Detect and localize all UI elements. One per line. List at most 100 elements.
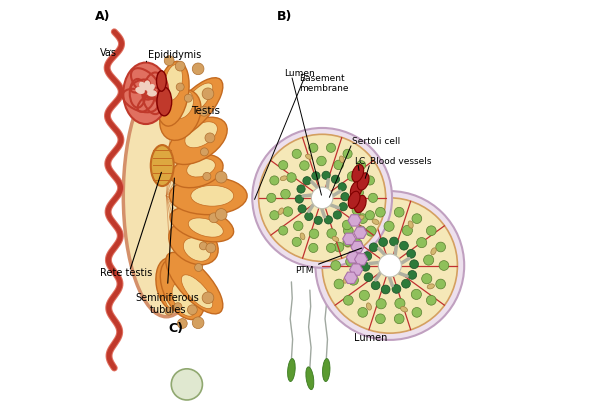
- Circle shape: [332, 176, 340, 184]
- Circle shape: [389, 238, 398, 246]
- Ellipse shape: [181, 275, 213, 309]
- Circle shape: [379, 238, 388, 247]
- Text: Blood vessels: Blood vessels: [370, 157, 431, 166]
- Circle shape: [270, 176, 279, 186]
- Ellipse shape: [357, 216, 364, 220]
- Ellipse shape: [124, 76, 209, 317]
- Circle shape: [338, 183, 346, 191]
- Circle shape: [203, 173, 211, 181]
- Circle shape: [356, 227, 366, 236]
- Circle shape: [363, 252, 372, 261]
- Text: Sertoli cell: Sertoli cell: [352, 137, 400, 146]
- Circle shape: [364, 273, 373, 282]
- Ellipse shape: [348, 192, 360, 209]
- Text: C): C): [168, 321, 183, 334]
- Circle shape: [334, 161, 343, 170]
- Circle shape: [348, 172, 357, 182]
- Text: Lumen: Lumen: [284, 69, 315, 78]
- Text: Rete testis: Rete testis: [99, 267, 152, 277]
- Circle shape: [412, 308, 422, 317]
- Circle shape: [356, 161, 366, 170]
- Circle shape: [311, 188, 333, 209]
- Circle shape: [176, 84, 184, 92]
- Circle shape: [199, 107, 209, 117]
- Ellipse shape: [306, 367, 314, 390]
- Circle shape: [378, 254, 401, 277]
- Circle shape: [341, 193, 349, 201]
- Ellipse shape: [157, 72, 166, 92]
- Ellipse shape: [427, 284, 434, 289]
- Circle shape: [322, 172, 330, 180]
- Circle shape: [334, 279, 344, 289]
- Circle shape: [402, 226, 413, 236]
- Ellipse shape: [332, 237, 339, 242]
- Text: B): B): [277, 10, 293, 23]
- Circle shape: [270, 211, 279, 220]
- Circle shape: [343, 296, 353, 306]
- Circle shape: [352, 239, 362, 249]
- Circle shape: [368, 194, 378, 203]
- Circle shape: [400, 242, 408, 250]
- Circle shape: [371, 281, 380, 290]
- Ellipse shape: [431, 248, 436, 255]
- Circle shape: [333, 211, 342, 220]
- Circle shape: [439, 261, 449, 271]
- Circle shape: [334, 243, 344, 252]
- Circle shape: [200, 148, 209, 157]
- Ellipse shape: [350, 182, 362, 199]
- Ellipse shape: [164, 281, 181, 310]
- Circle shape: [202, 89, 214, 100]
- Ellipse shape: [372, 220, 379, 225]
- Circle shape: [278, 161, 288, 170]
- Circle shape: [343, 238, 352, 247]
- Circle shape: [205, 134, 215, 144]
- Ellipse shape: [168, 118, 227, 165]
- Circle shape: [215, 209, 227, 221]
- Circle shape: [294, 222, 303, 231]
- Ellipse shape: [170, 207, 233, 242]
- Ellipse shape: [144, 81, 150, 91]
- Ellipse shape: [169, 178, 247, 215]
- Circle shape: [215, 172, 227, 184]
- Circle shape: [376, 299, 386, 309]
- Circle shape: [426, 296, 436, 306]
- Circle shape: [375, 314, 385, 324]
- Circle shape: [267, 194, 276, 203]
- Ellipse shape: [181, 84, 213, 117]
- Text: PTM: PTM: [295, 248, 362, 274]
- Circle shape: [278, 227, 288, 236]
- Circle shape: [252, 128, 392, 268]
- Circle shape: [317, 157, 326, 166]
- Ellipse shape: [288, 359, 296, 382]
- Circle shape: [322, 198, 457, 333]
- Ellipse shape: [164, 65, 183, 101]
- Circle shape: [192, 317, 204, 329]
- Circle shape: [184, 95, 192, 103]
- Circle shape: [346, 257, 356, 267]
- Circle shape: [411, 290, 421, 300]
- Circle shape: [392, 285, 401, 294]
- Circle shape: [352, 206, 362, 216]
- Circle shape: [174, 303, 182, 311]
- Circle shape: [421, 274, 432, 284]
- Circle shape: [369, 243, 378, 252]
- Ellipse shape: [160, 259, 204, 320]
- Circle shape: [361, 263, 370, 272]
- Circle shape: [365, 211, 375, 220]
- Circle shape: [359, 290, 369, 301]
- Ellipse shape: [139, 83, 147, 92]
- Circle shape: [401, 280, 410, 288]
- Ellipse shape: [401, 307, 408, 312]
- Circle shape: [426, 226, 436, 236]
- Ellipse shape: [280, 176, 287, 181]
- Circle shape: [395, 299, 405, 309]
- Circle shape: [202, 292, 214, 304]
- Circle shape: [287, 173, 296, 183]
- Ellipse shape: [124, 63, 168, 125]
- Ellipse shape: [160, 90, 201, 141]
- Circle shape: [303, 177, 311, 185]
- Circle shape: [176, 62, 185, 72]
- Ellipse shape: [166, 253, 223, 314]
- Ellipse shape: [352, 165, 363, 182]
- Circle shape: [365, 176, 375, 186]
